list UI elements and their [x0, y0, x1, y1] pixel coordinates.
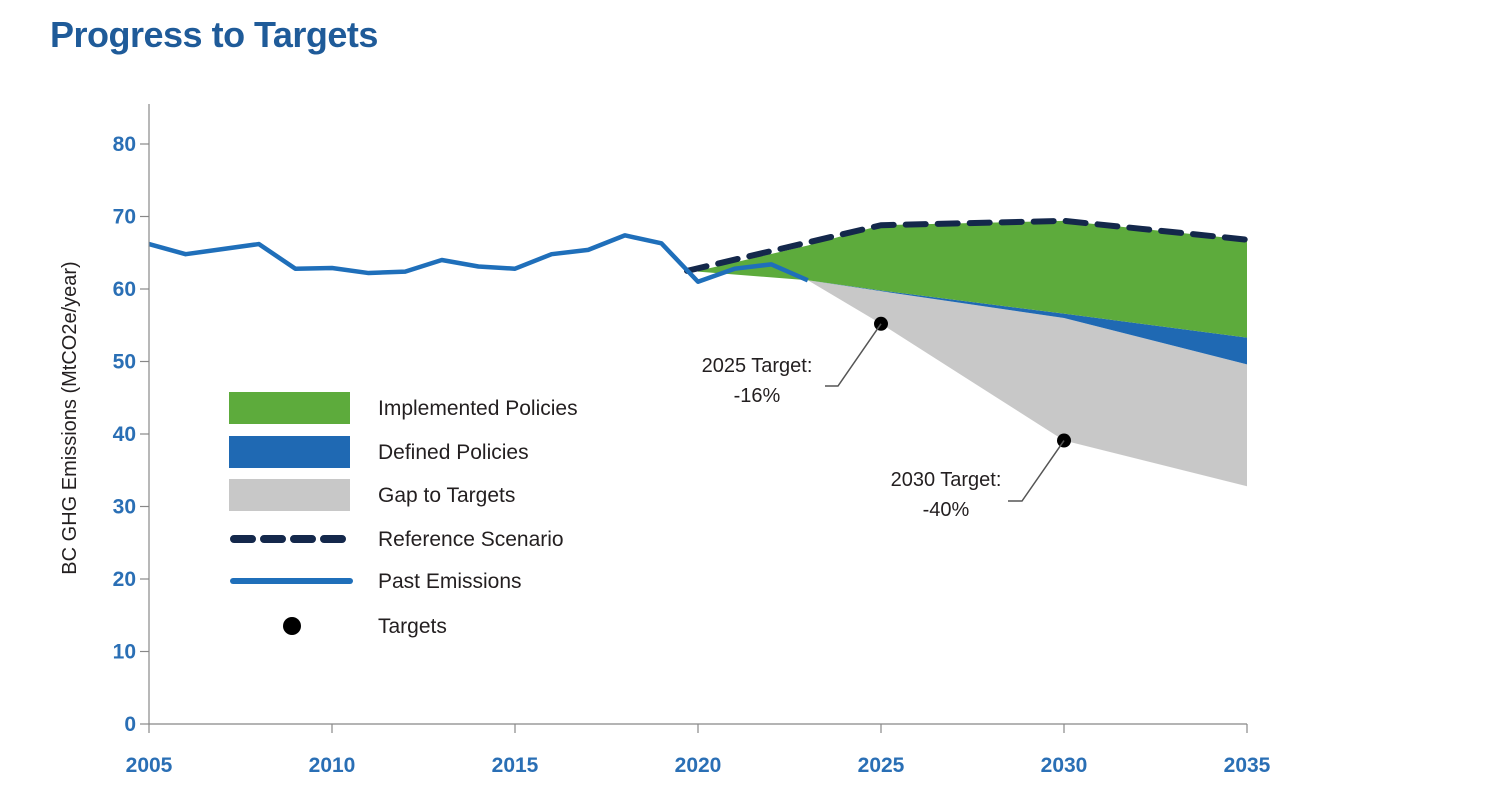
legend-implemented-policies-label: Implemented Policies — [378, 397, 578, 420]
y-axis-label: BC GHG Emissions (MtCO2e/year) — [59, 261, 81, 574]
past-emissions-line — [148, 233, 809, 284]
legend-targets-label: Targets — [378, 615, 447, 638]
y-tick-label: 70 — [113, 206, 136, 229]
y-tick-label: 60 — [113, 278, 136, 301]
legend-implemented-policies-swatch — [229, 392, 350, 424]
legend-defined-policies-label: Defined Policies — [378, 441, 529, 464]
legend: Implemented Policies Defined Policies Gap … — [229, 392, 578, 638]
target-leader-line — [1008, 440, 1065, 502]
annotations: 2025 Target: -16% 2030 Target: -40% — [702, 323, 1065, 521]
band-implemented-policies — [698, 220, 1247, 338]
x-tick-label: 2030 — [1041, 754, 1088, 777]
x-tick-label: 2020 — [675, 754, 722, 777]
x-tick-label: 2015 — [492, 754, 539, 777]
y-tick-label: 50 — [113, 351, 136, 374]
target-annotation-value: -16% — [734, 385, 781, 407]
y-tick-label: 0 — [124, 713, 136, 736]
target-leader-line — [825, 323, 882, 387]
x-tick-label: 2010 — [309, 754, 356, 777]
band-gap-to-targets — [807, 280, 1247, 487]
target-annotation-title: 2025 Target: — [702, 355, 813, 377]
x-tick-label: 2035 — [1224, 754, 1271, 777]
legend-targets-swatch — [283, 617, 301, 635]
legend-reference-scenario-label: Reference Scenario — [378, 528, 564, 551]
legend-defined-policies-swatch — [229, 436, 350, 468]
legend-gap-to-targets-label: Gap to Targets — [378, 484, 515, 507]
reference-scenario-line — [684, 217, 1250, 274]
legend-gap-to-targets-swatch — [229, 479, 350, 511]
y-tick-label: 80 — [113, 133, 136, 156]
page-title: Progress to Targets — [50, 14, 378, 55]
y-tick-label: 10 — [113, 641, 136, 664]
areas — [698, 220, 1247, 487]
y-tick-label: 30 — [113, 496, 136, 519]
x-tick-label: 2005 — [126, 754, 173, 777]
y-tick-label: 20 — [113, 568, 136, 591]
x-tick-label: 2025 — [858, 754, 905, 777]
legend-past-emissions-label: Past Emissions — [378, 570, 522, 593]
target-annotation-title: 2030 Target: — [891, 469, 1002, 491]
y-tick-label: 40 — [113, 423, 136, 446]
target-annotation-value: -40% — [923, 499, 970, 521]
